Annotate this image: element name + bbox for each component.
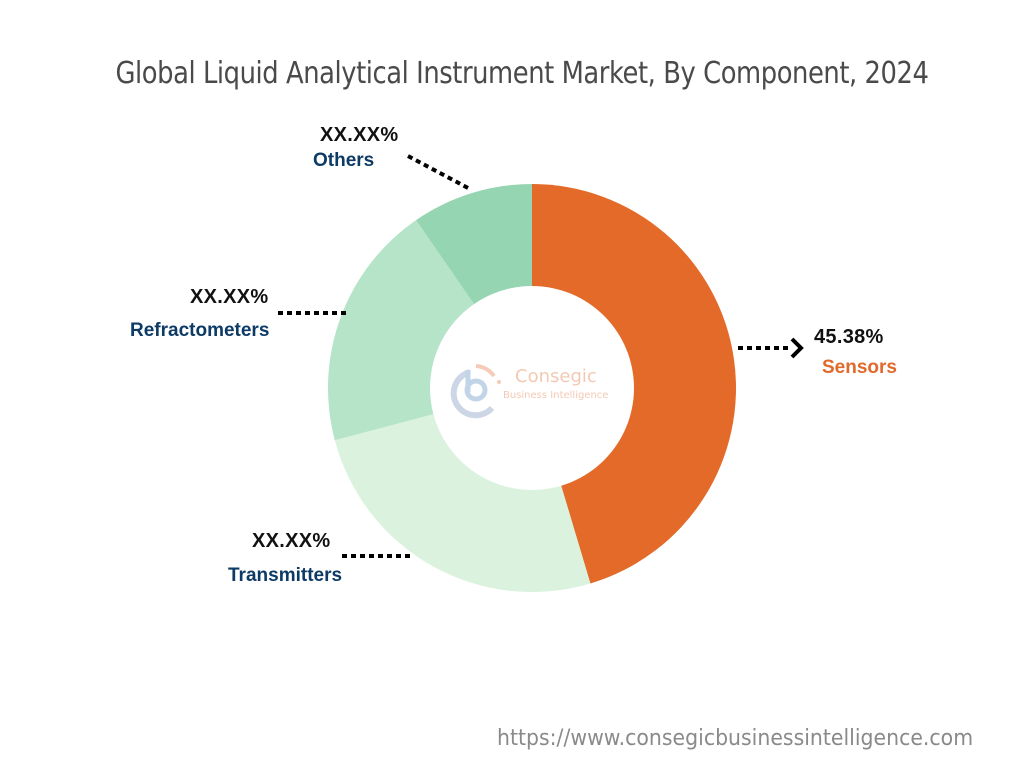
logo-tagline: Business Intelligence (503, 390, 609, 401)
others-percentage: XX.XX% (320, 124, 399, 146)
source-url: https://www.consegicbusinessintelligence… (497, 726, 974, 751)
slice-sensors (532, 184, 736, 584)
transmitters-label: Transmitters (228, 565, 343, 586)
transmitters-percentage: XX.XX% (252, 530, 331, 552)
others-leader-line (407, 154, 469, 190)
logo-name: Consegic (515, 366, 597, 387)
sensors-label: Sensors (822, 357, 897, 378)
logo-icon (450, 364, 501, 419)
refractometers-percentage: XX.XX% (190, 286, 269, 308)
refractometers-label: Refractometers (130, 320, 270, 341)
others-label: Others (313, 150, 375, 171)
donut-hole (430, 286, 634, 490)
sensors-arrow-icon (790, 337, 804, 359)
sensors-percentage: 45.38% (814, 326, 884, 348)
chart-title: Global Liquid Analytical Instrument Mark… (115, 56, 929, 91)
